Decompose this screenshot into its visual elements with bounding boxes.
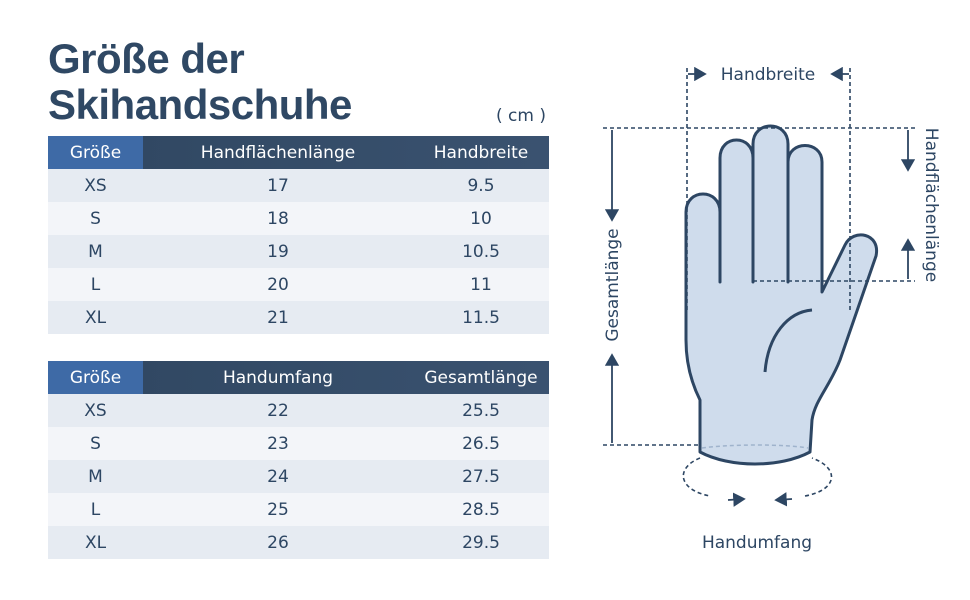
header-cell: Handflächenlänge [200, 142, 356, 163]
table-cell: XL [84, 532, 107, 553]
title-line: Größe der [48, 35, 245, 82]
table-cell: XL [84, 307, 107, 328]
table-cell: S [90, 433, 101, 454]
unit: ( cm ) [496, 106, 546, 126]
size-table: Größe Handflächenlänge Handbreite XS 17 9.5 S 1… [48, 136, 549, 334]
label: Handbreite [721, 65, 815, 85]
table-cell: 25 [267, 499, 289, 520]
header-row: Größe Handumfang Gesamtlänge [48, 361, 549, 394]
table-cell: M [88, 241, 103, 262]
table-cell: 10.5 [462, 241, 500, 262]
table-cell: 24 [267, 466, 289, 487]
table-cell: 11.5 [462, 307, 500, 328]
table-cell: 11 [470, 274, 492, 295]
table-cell: XS [84, 400, 107, 421]
table-cell: 9.5 [467, 175, 495, 196]
table-cell: 28.5 [462, 499, 500, 520]
table-row: XL 21 11.5 [48, 301, 549, 334]
title: Größe der Skihandschuhe [48, 36, 352, 128]
table-row: XS 22 25.5 [48, 394, 549, 427]
table-cell: 19 [267, 241, 289, 262]
table-row: XL 26 29.5 [48, 526, 549, 559]
table-cell: 22 [267, 400, 289, 421]
hand [684, 124, 879, 466]
table-row: L 25 28.5 [48, 493, 549, 526]
table-cell: 18 [267, 208, 289, 229]
table-cell: 27.5 [462, 466, 500, 487]
header-row: Größe Handflächenlänge Handbreite [48, 136, 549, 169]
thumb-crease [763, 308, 813, 373]
table-row: XS 17 9.5 [48, 169, 549, 202]
table-cell: 10 [470, 208, 492, 229]
header-cell: Größe [48, 361, 143, 394]
wrist-line [701, 444, 809, 449]
table-row: M 19 10.5 [48, 235, 549, 268]
table-cell: 17 [267, 175, 289, 196]
table-row: S 23 26.5 [48, 427, 549, 460]
table-cell: 26.5 [462, 433, 500, 454]
table-cell: L [90, 499, 101, 520]
label: Gesamtlänge [603, 228, 623, 341]
header-cell: Handumfang [222, 367, 334, 388]
size-table: Größe Handumfang Gesamtlänge XS 22 25.5 S 23 26.… [48, 361, 549, 559]
label: Handumfang [702, 533, 812, 553]
table-cell: 21 [267, 307, 289, 328]
table-row: L 20 11 [48, 268, 549, 301]
table-cell: M [88, 466, 103, 487]
header-cell: Gesamtlänge [424, 367, 538, 388]
table-cell: 26 [267, 532, 289, 553]
table-row: S 18 10 [48, 202, 549, 235]
circumference [682, 457, 833, 497]
table-cell: 20 [267, 274, 289, 295]
table-cell: L [90, 274, 101, 295]
table-cell: 29.5 [462, 532, 500, 553]
table-row: M 24 27.5 [48, 460, 549, 493]
table-cell: 25.5 [462, 400, 500, 421]
arrow [774, 492, 793, 507]
header-cell: Handbreite [433, 142, 529, 163]
header-cell: Größe [48, 136, 143, 169]
table-cell: XS [84, 175, 107, 196]
table-cell: S [90, 208, 101, 229]
arrow [727, 492, 746, 507]
table-cell: 23 [267, 433, 289, 454]
title-line: Skihandschuhe [48, 81, 352, 128]
label: Handflächenlänge [921, 128, 941, 282]
